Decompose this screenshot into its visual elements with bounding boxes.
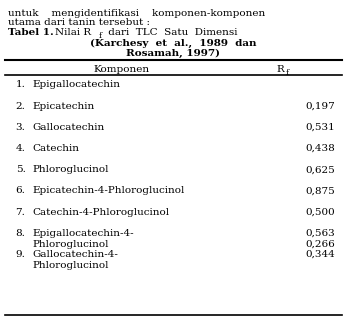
Text: Rosamah, 1997): Rosamah, 1997) (127, 49, 220, 58)
Text: Catechin-4-Phloroglucinol: Catechin-4-Phloroglucinol (32, 208, 169, 217)
Text: 1.: 1. (16, 80, 25, 89)
Text: untuk    mengidentifikasi    komponen-komponen: untuk mengidentifikasi komponen-komponen (8, 9, 265, 18)
Text: 5.: 5. (16, 165, 25, 174)
Text: Epigallocatechin: Epigallocatechin (32, 80, 120, 89)
Text: Tabel 1.: Tabel 1. (8, 28, 54, 37)
Text: 0,625: 0,625 (306, 165, 335, 174)
Text: Epigallocatechin-4-: Epigallocatechin-4- (32, 229, 134, 238)
Text: Epicatechin-4-Phloroglucinol: Epicatechin-4-Phloroglucinol (32, 186, 185, 195)
Text: 6.: 6. (16, 186, 25, 195)
Text: Epicatechin: Epicatechin (32, 102, 95, 111)
Text: dari  TLC  Satu  Dimensi: dari TLC Satu Dimensi (105, 28, 238, 37)
Text: utama dari tanin tersebut :: utama dari tanin tersebut : (8, 18, 150, 27)
Text: f: f (99, 33, 102, 41)
Text: (Karchesy  et  al.,  1989  dan: (Karchesy et al., 1989 dan (90, 39, 257, 48)
Text: 0,344: 0,344 (306, 250, 335, 259)
Text: R: R (277, 65, 285, 74)
Text: 7.: 7. (16, 208, 25, 217)
Text: 0,875: 0,875 (306, 186, 335, 195)
Text: 9.: 9. (16, 250, 25, 259)
Text: Catechin: Catechin (32, 144, 79, 153)
Text: 0,563: 0,563 (306, 229, 335, 238)
Text: 2.: 2. (16, 102, 25, 111)
Text: Phloroglucinol: Phloroglucinol (32, 165, 109, 174)
Text: Gallocatechin-4-: Gallocatechin-4- (32, 250, 118, 259)
Text: 0,197: 0,197 (306, 102, 335, 111)
Text: 0,438: 0,438 (306, 144, 335, 153)
Text: Nilai R: Nilai R (55, 28, 91, 37)
Text: Phloroglucinol: Phloroglucinol (32, 240, 109, 249)
Text: 3.: 3. (16, 123, 25, 132)
Text: f: f (285, 69, 288, 77)
Text: Phloroglucinol: Phloroglucinol (32, 261, 109, 270)
Text: 0,531: 0,531 (306, 123, 335, 132)
Text: 8.: 8. (16, 229, 25, 238)
Text: 0,500: 0,500 (306, 208, 335, 217)
Text: 0,266: 0,266 (306, 240, 335, 249)
Text: 4.: 4. (16, 144, 25, 153)
Text: Gallocatechin: Gallocatechin (32, 123, 104, 132)
Text: Komponen: Komponen (94, 65, 150, 74)
